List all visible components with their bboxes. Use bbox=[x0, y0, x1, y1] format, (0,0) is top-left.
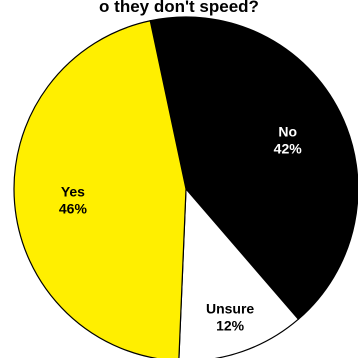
pie-slice-yes bbox=[13, 20, 187, 358]
slice-label-unsure: Unsure bbox=[206, 301, 254, 317]
slice-value-unsure: 12% bbox=[216, 318, 245, 334]
pie-slices bbox=[13, 16, 358, 358]
pie-slice-no bbox=[149, 16, 358, 321]
chart-title: o they don't speed? bbox=[99, 0, 259, 16]
slice-label-no: No bbox=[278, 124, 297, 140]
slice-value-no: 42% bbox=[274, 141, 303, 157]
slice-value-yes: 46% bbox=[59, 201, 88, 217]
pie-slice-unsure bbox=[178, 187, 300, 358]
slice-label-yes: Yes bbox=[61, 184, 85, 200]
